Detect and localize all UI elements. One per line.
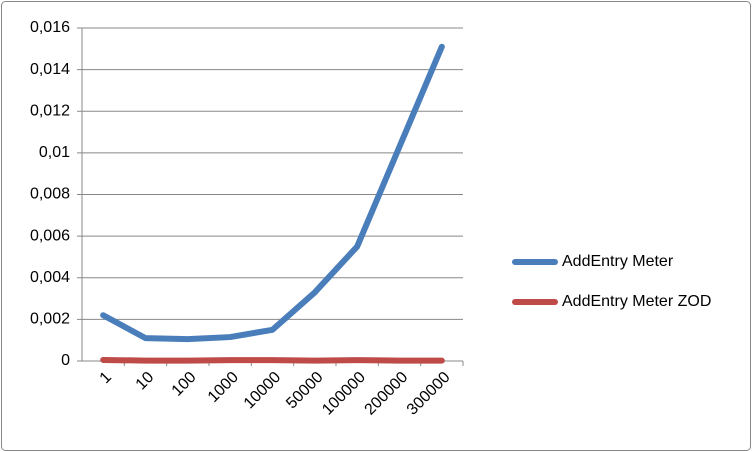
y-tick-label: 0,016	[30, 19, 70, 36]
y-tick-label: 0,008	[30, 186, 70, 203]
y-tick-label: 0,002	[30, 311, 70, 328]
series-line	[100, 43, 445, 343]
y-tick-label: 0,012	[30, 102, 70, 119]
series-line	[100, 356, 445, 364]
y-tick-label: 0	[61, 352, 70, 369]
y-tick-label: 0,014	[30, 61, 70, 78]
legend-label: AddEntry Meter	[562, 253, 674, 270]
y-tick-label: 0,004	[30, 269, 70, 286]
y-tick-label: 0,01	[39, 144, 70, 161]
y-tick-label: 0,006	[30, 227, 70, 244]
legend-label: AddEntry Meter ZOD	[562, 293, 711, 310]
